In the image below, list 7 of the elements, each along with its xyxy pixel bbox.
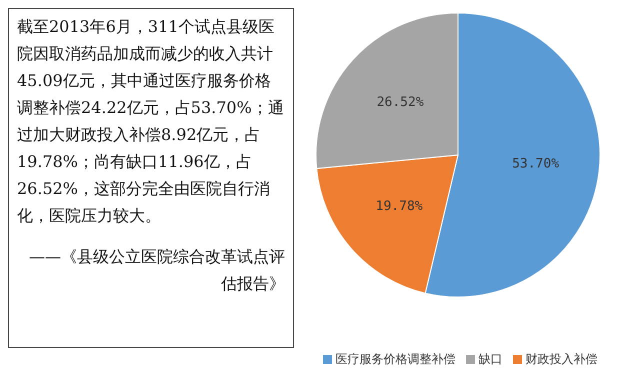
data-label: 19.78% bbox=[376, 198, 423, 214]
text-card: 截至2013年6月，311个试点县级医院因取消药品加成而减少的收入共计45.09亿元，其中通过医疗服务价格调整补偿24.22亿元，占53.70%；通过加大财政投入补偿8.92亿元，占19.78%；尚有缺口11.96亿，占26.52%，这部分完全由医院自行消化，医院压力较大。 ——《县级公立医院综合改革试点评估报告》 bbox=[8, 8, 294, 348]
data-label: 26.52% bbox=[376, 94, 424, 110]
legend-label: 缺口 bbox=[478, 352, 502, 366]
legend-label: 财政投入补偿 bbox=[526, 352, 598, 366]
legend-label: 医疗服务价格调整补偿 bbox=[336, 352, 456, 366]
data-label: 53.70% bbox=[512, 156, 560, 172]
